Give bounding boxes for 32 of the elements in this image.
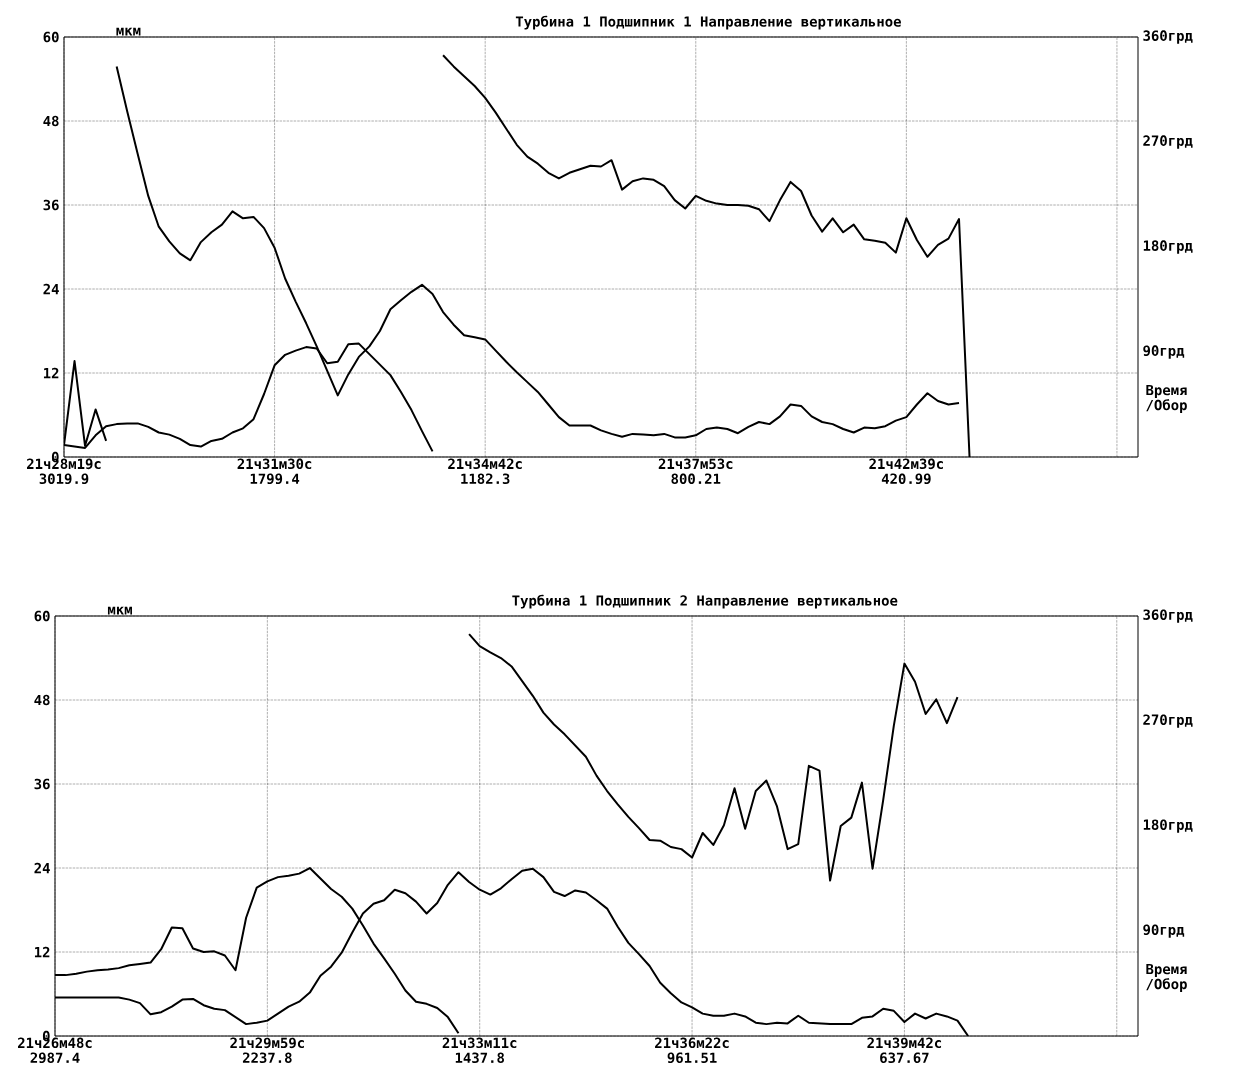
x-tick-label: 21ч36м22с 961.51: [655, 1037, 729, 1064]
x-axis-title: Время /Обор: [1146, 384, 1187, 413]
y-tick-label: 48: [34, 694, 50, 706]
y2-tick-label: 360грд: [1143, 609, 1193, 623]
y-axis-title: мкм: [116, 27, 141, 36]
y-tick-label: 60: [34, 610, 50, 622]
x-tick-label: 21ч29м59с 2237.8: [230, 1037, 304, 1064]
y-tick-label: 48: [43, 115, 59, 127]
y2-tick-label: 270грд: [1143, 135, 1193, 149]
y-tick-label: 60: [43, 31, 59, 43]
x-tick-label: 21ч42м39с 420.99: [869, 458, 943, 485]
y2-tick-label: 90грд: [1143, 924, 1185, 938]
x-tick-label: 21ч37м53с 800.21: [658, 458, 733, 485]
y-tick-label: 36: [34, 778, 50, 790]
y2-tick-label: 270грд: [1143, 714, 1193, 728]
y-axis-title: мкм: [107, 606, 132, 615]
x-tick-label: 21ч34м42с 1182.3: [448, 458, 522, 485]
x-tick-label: 21ч33м11с 1437.8: [442, 1037, 517, 1064]
y-tick-label: 36: [43, 199, 59, 211]
y2-tick-label: 180грд: [1143, 819, 1193, 833]
y2-tick-label: 180грд: [1143, 240, 1193, 254]
chart-title: Турбина 1 Подшипник 2 Направление вертикальное: [512, 594, 898, 609]
y-tick-label: 24: [34, 862, 50, 874]
x-tick-label: 21ч31м30с 1799.4: [237, 458, 312, 485]
x-tick-label: 21ч39м42с 637.67: [867, 1037, 942, 1064]
chart-title: Турбина 1 Подшипник 1 Направление вертикальное: [515, 15, 901, 30]
y2-tick-label: 90грд: [1143, 345, 1185, 359]
x-axis-title: Время /Обор: [1146, 963, 1187, 992]
y-tick-label: 12: [43, 367, 59, 379]
y2-tick-label: 360грд: [1143, 30, 1193, 44]
y-tick-label: 24: [43, 283, 59, 295]
y-tick-label: 12: [34, 946, 50, 958]
